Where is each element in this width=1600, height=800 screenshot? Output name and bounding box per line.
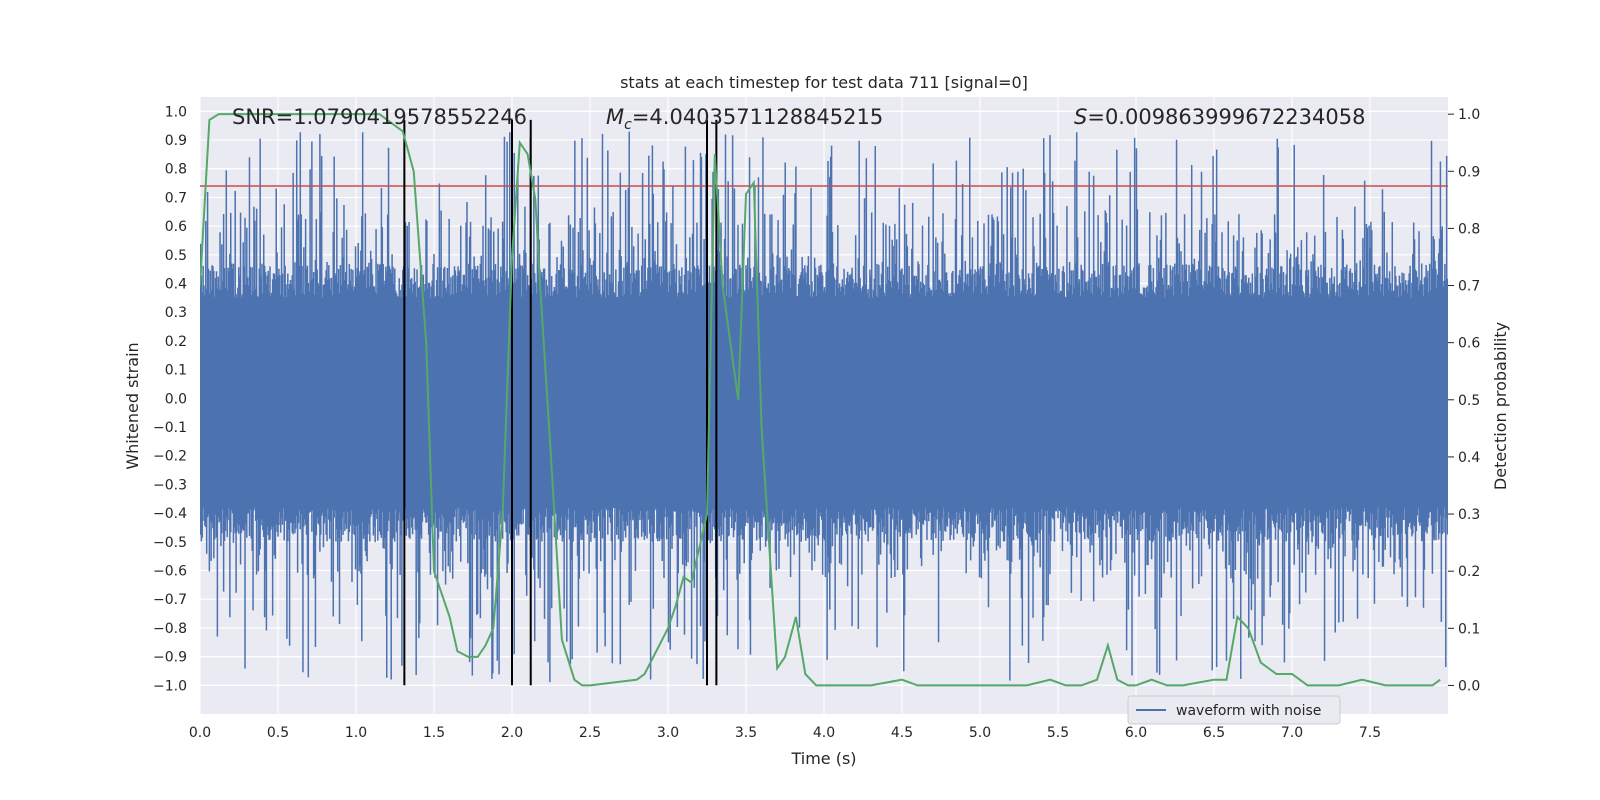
y-tick-label-4: 0.6 <box>165 219 187 235</box>
s-symbol: S <box>1074 105 1087 129</box>
y-tick-label-6: 0.4 <box>165 277 187 293</box>
x-tick-label-8: 4.0 <box>813 725 835 741</box>
x-tick-label-10: 5.0 <box>969 725 991 741</box>
y-tick-label-12: −0.2 <box>153 449 187 465</box>
s-annotation: S=0.009863999672234058 <box>1074 105 1365 129</box>
chart-title: stats at each timestep for test data 711… <box>620 73 1028 92</box>
y2-tick-label-2: 0.8 <box>1458 221 1480 237</box>
x-tick-label-11: 5.5 <box>1047 725 1069 741</box>
x-tick-label-13: 6.5 <box>1203 725 1225 741</box>
y-tick-label-0: 1.0 <box>165 104 187 120</box>
y-tick-label-11: −0.1 <box>153 420 187 436</box>
x-axis-label: Time (s) <box>790 749 856 768</box>
legend: waveform with noise <box>1127 695 1341 725</box>
chirp-mass-value: =4.0403571128845215 <box>632 105 883 129</box>
x-tick-label-12: 6.0 <box>1125 725 1147 741</box>
y2-tick-label-8: 0.2 <box>1458 564 1480 580</box>
x-tick-label-5: 2.5 <box>579 725 601 741</box>
marker-lines <box>403 119 718 686</box>
y2-tick-label-5: 0.5 <box>1458 393 1480 409</box>
chirp-mass-symbol: M <box>606 105 624 129</box>
y-tick-label-1: 0.9 <box>165 133 187 149</box>
s-value: =0.009863999672234058 <box>1087 105 1365 129</box>
y-tick-label-14: −0.4 <box>153 506 187 522</box>
y2-tick-label-6: 0.4 <box>1458 450 1480 466</box>
y-tick-label-18: −0.8 <box>153 621 187 637</box>
y2-tick-label-3: 0.7 <box>1458 279 1480 295</box>
y2-tick-label-10: 0.0 <box>1458 678 1480 694</box>
y2-axis-ticks: 1.0 0.9 0.8 0.7 0.6 0.5 0.4 0.3 0.2 0.1 0.0 <box>1448 107 1480 694</box>
y-tick-label-20: −1.0 <box>153 678 187 694</box>
y2-axis-label: Detection probability <box>1491 322 1510 490</box>
probability-series <box>200 113 1441 687</box>
y2-tick-label-9: 0.1 <box>1458 621 1480 637</box>
x-axis-ticks: 0.0 0.5 1.0 1.5 2.0 2.5 3.0 3.5 4.0 4.5 5.0 5.5 6.0 6… <box>189 725 1381 741</box>
y-tick-label-19: −0.9 <box>153 650 187 666</box>
waveform-band <box>200 297 1448 508</box>
chirp-mass-subscript: c <box>624 117 632 133</box>
x-tick-label-4: 2.0 <box>501 725 523 741</box>
y-tick-label-17: −0.7 <box>153 592 187 608</box>
y-tick-label-16: −0.6 <box>153 564 187 580</box>
y-tick-label-15: −0.5 <box>153 535 187 551</box>
y2-tick-label-4: 0.6 <box>1458 336 1480 352</box>
y-axis-label: Whitened strain <box>123 342 142 469</box>
y-tick-label-10: 0.0 <box>165 391 187 407</box>
x-tick-label-6: 3.0 <box>657 725 679 741</box>
y-tick-label-7: 0.3 <box>165 305 187 321</box>
legend-label: waveform with noise <box>1176 703 1321 719</box>
y2-tick-label-7: 0.3 <box>1458 507 1480 523</box>
y-axis-ticks: 1.0 0.9 0.8 0.7 0.6 0.5 0.4 0.3 0.2 0.1 0.0 −0.1 −0.… <box>153 104 187 694</box>
y2-tick-label-1: 0.9 <box>1458 164 1480 180</box>
y-tick-label-3: 0.7 <box>165 190 187 206</box>
x-tick-label-1: 0.5 <box>267 725 289 741</box>
y-tick-label-8: 0.2 <box>165 334 187 350</box>
x-tick-label-0: 0.0 <box>189 725 211 741</box>
x-tick-label-7: 3.5 <box>735 725 757 741</box>
waveform-series <box>200 131 1448 683</box>
x-tick-label-2: 1.0 <box>345 725 367 741</box>
x-tick-label-15: 7.5 <box>1359 725 1381 741</box>
x-tick-label-9: 4.5 <box>891 725 913 741</box>
legend-box <box>1127 695 1341 725</box>
y-tick-label-9: 0.1 <box>165 363 187 379</box>
y-tick-label-5: 0.5 <box>165 248 187 264</box>
y-tick-label-13: −0.3 <box>153 477 187 493</box>
x-tick-label-3: 1.5 <box>423 725 445 741</box>
snr-annotation: SNR=1.0790419578552246 <box>232 105 527 129</box>
x-tick-label-14: 7.0 <box>1281 725 1303 741</box>
y-tick-label-2: 0.8 <box>165 162 187 178</box>
y2-tick-label-0: 1.0 <box>1458 107 1480 123</box>
chirp-mass-annotation: Mc=4.0403571128845215 <box>606 105 883 133</box>
